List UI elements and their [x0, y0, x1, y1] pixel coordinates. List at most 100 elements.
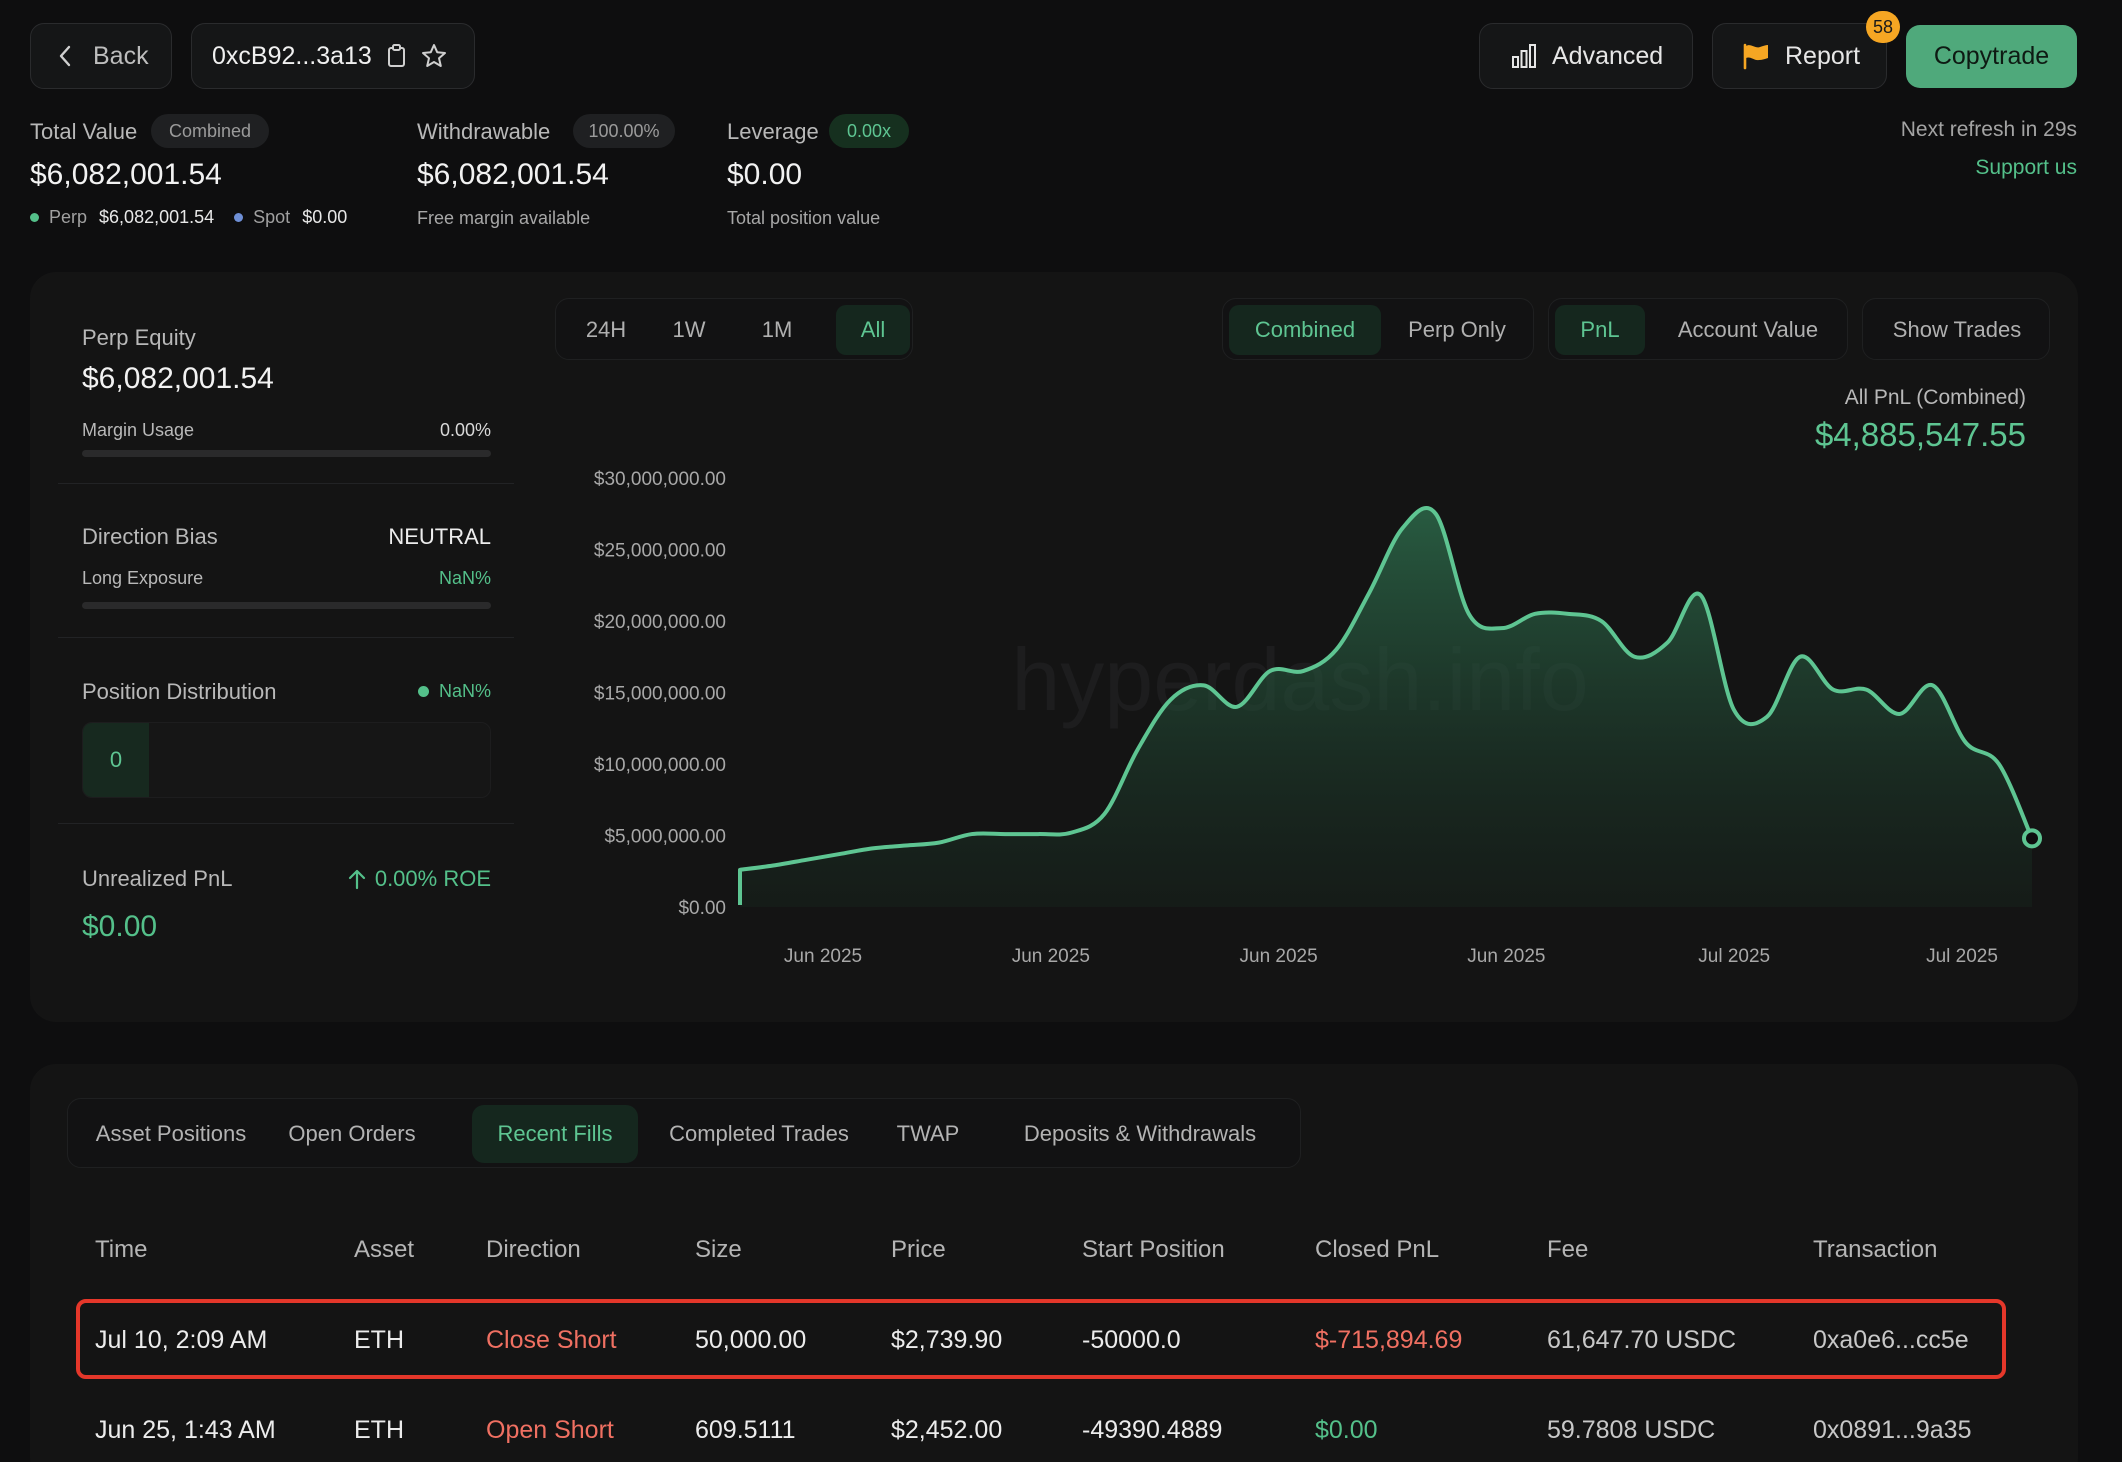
column-header-price[interactable]: Price — [891, 1236, 946, 1263]
perp-dot — [30, 213, 39, 222]
spot-dot — [234, 213, 244, 222]
legend-dot — [417, 686, 429, 697]
column-header-direction[interactable]: Direction — [486, 1236, 581, 1263]
time-range-1w[interactable]: 1W — [672, 317, 706, 342]
perp-equity-label: Perp Equity — [82, 325, 196, 350]
bar-chart-icon — [1512, 44, 1536, 68]
pnl-summary-label: All PnL (Combined) — [1844, 386, 2026, 409]
time-range-selector: 24H 1W 1M All — [555, 298, 913, 360]
margin-usage-value: 0.00% — [439, 420, 491, 440]
column-header-transaction[interactable]: Transaction — [1813, 1236, 1938, 1263]
position-distribution-legend: NaN% — [417, 681, 491, 702]
long-exposure-bar — [82, 602, 491, 609]
position-distribution-label: Position Distribution — [82, 679, 277, 704]
position-distribution-bar: 0 — [82, 722, 491, 798]
tab-recent-fills[interactable]: Recent Fills — [472, 1105, 638, 1163]
column-header-size[interactable]: Size — [695, 1236, 742, 1263]
long-exposure-label: Long Exposure — [82, 568, 204, 588]
show-trades-button[interactable]: Show Trades — [1862, 298, 2050, 360]
margin-usage-label: Margin Usage — [82, 420, 195, 440]
time-range-all[interactable]: All — [836, 305, 910, 355]
fill-direction: Close Short — [486, 1326, 617, 1354]
leverage-label: Leverage — [727, 119, 819, 144]
fill-time: Jul 10, 2:09 AM — [95, 1326, 268, 1354]
scope-perp-only[interactable]: Perp Only — [1408, 317, 1506, 342]
x-tick-label: Jun 2025 — [1240, 946, 1318, 967]
star-icon[interactable] — [420, 42, 448, 70]
fill-price: $2,739.90 — [891, 1326, 1003, 1354]
tab-open-orders[interactable]: Open Orders — [288, 1121, 416, 1146]
x-tick-label: Jun 2025 — [784, 946, 862, 967]
chart-line — [738, 506, 2034, 905]
fill-closed-pnl: $-715,894.69 — [1315, 1326, 1463, 1354]
perp-value: $6,082,001.54 — [99, 207, 215, 227]
chevron-left-icon — [59, 45, 71, 67]
chart-area — [740, 508, 2032, 907]
fill-time: Jun 25, 1:43 AM — [95, 1416, 276, 1444]
roe-text: 0.00% ROE — [374, 866, 491, 891]
scope-combined[interactable]: Combined — [1229, 305, 1381, 355]
column-header-start-position[interactable]: Start Position — [1082, 1236, 1225, 1263]
leverage-pill: 0.00x — [829, 114, 909, 148]
tab-deposits-withdrawals[interactable]: Deposits & Withdrawals — [1023, 1121, 1257, 1146]
flag-icon — [1743, 43, 1768, 70]
x-tick-label: Jul 2025 — [1926, 946, 1998, 967]
fill-size: 609.5111 — [695, 1416, 796, 1444]
tab-twap[interactable]: TWAP — [896, 1121, 960, 1146]
report-button[interactable]: Report — [1712, 23, 1887, 89]
copytrade-button[interactable]: Copytrade — [1906, 25, 2077, 88]
withdrawable-value: $6,082,001.54 — [417, 158, 609, 191]
support-link[interactable]: Support us — [1975, 156, 2077, 179]
withdrawable-label: Withdrawable — [417, 119, 551, 144]
y-tick-label: $20,000,000.00 — [594, 612, 726, 633]
fill-start-position: -49390.4889 — [1082, 1416, 1223, 1444]
pnl-summary-value: $4,885,547.55 — [1814, 416, 2026, 453]
position-distribution-value: NaN% — [438, 681, 491, 701]
column-header-fee[interactable]: Fee — [1547, 1236, 1589, 1263]
time-range-1m[interactable]: 1M — [761, 317, 793, 342]
time-range-24h[interactable]: 24H — [585, 317, 627, 342]
total-value-pill: Combined — [151, 114, 269, 148]
metric-selector: PnL Account Value — [1548, 298, 1848, 360]
chart-end-point[interactable] — [2022, 828, 2042, 849]
y-tick-label: $5,000,000.00 — [604, 827, 726, 848]
total-value-label: Total Value — [30, 119, 138, 144]
roe-indicator: 0.00% ROE — [347, 866, 491, 892]
spot-label: Spot — [253, 207, 291, 227]
spot-value: $0.00 — [302, 207, 348, 227]
long-exposure-value: NaN% — [438, 568, 491, 588]
wallet-address: 0xcB92...3a13 — [212, 41, 372, 70]
direction-bias-value: NEUTRAL — [388, 524, 491, 549]
fill-fee: 61,647.70 USDC — [1547, 1326, 1737, 1354]
fill-transaction-link[interactable]: 0xa0e6...cc5e — [1813, 1326, 1969, 1354]
fill-transaction-link[interactable]: 0x0891...9a35 — [1813, 1416, 1972, 1444]
y-tick-label: $30,000,000.00 — [594, 469, 726, 490]
fill-direction: Open Short — [486, 1416, 614, 1444]
address-chip: 0xcB92...3a13 — [191, 23, 475, 89]
column-header-time[interactable]: Time — [95, 1236, 148, 1263]
fill-asset: ETH — [354, 1416, 404, 1444]
metric-account-value[interactable]: Account Value — [1677, 317, 1819, 342]
tab-completed-trades[interactable]: Completed Trades — [669, 1121, 849, 1146]
report-label: Report — [1785, 41, 1861, 70]
report-badge: 58 — [1866, 11, 1900, 43]
copy-icon[interactable] — [386, 43, 408, 69]
position-count: 0 — [83, 723, 149, 797]
refresh-timer: Next refresh in 29s — [1900, 118, 2077, 141]
x-tick-label: Jul 2025 — [1698, 946, 1770, 967]
back-button[interactable]: Back — [30, 23, 172, 89]
column-header-asset[interactable]: Asset — [354, 1236, 415, 1263]
direction-bias-label: Direction Bias — [82, 524, 218, 549]
metric-pnl[interactable]: PnL — [1555, 305, 1645, 355]
pnl-chart: hyperdash.info $30,000,000.00$25,000,000… — [594, 469, 2042, 967]
advanced-label: Advanced — [1552, 41, 1664, 70]
fill-asset: ETH — [354, 1326, 404, 1354]
tab-asset-positions[interactable]: Asset Positions — [95, 1121, 247, 1146]
arrow-up-icon — [348, 869, 365, 890]
unrealized-pnl-value: $0.00 — [82, 910, 158, 943]
divider — [58, 637, 514, 638]
advanced-button[interactable]: Advanced — [1479, 23, 1693, 89]
withdrawable-pill: 100.00% — [573, 114, 675, 148]
y-tick-label: $10,000,000.00 — [594, 755, 726, 776]
column-header-closed-pnl[interactable]: Closed PnL — [1315, 1236, 1440, 1263]
